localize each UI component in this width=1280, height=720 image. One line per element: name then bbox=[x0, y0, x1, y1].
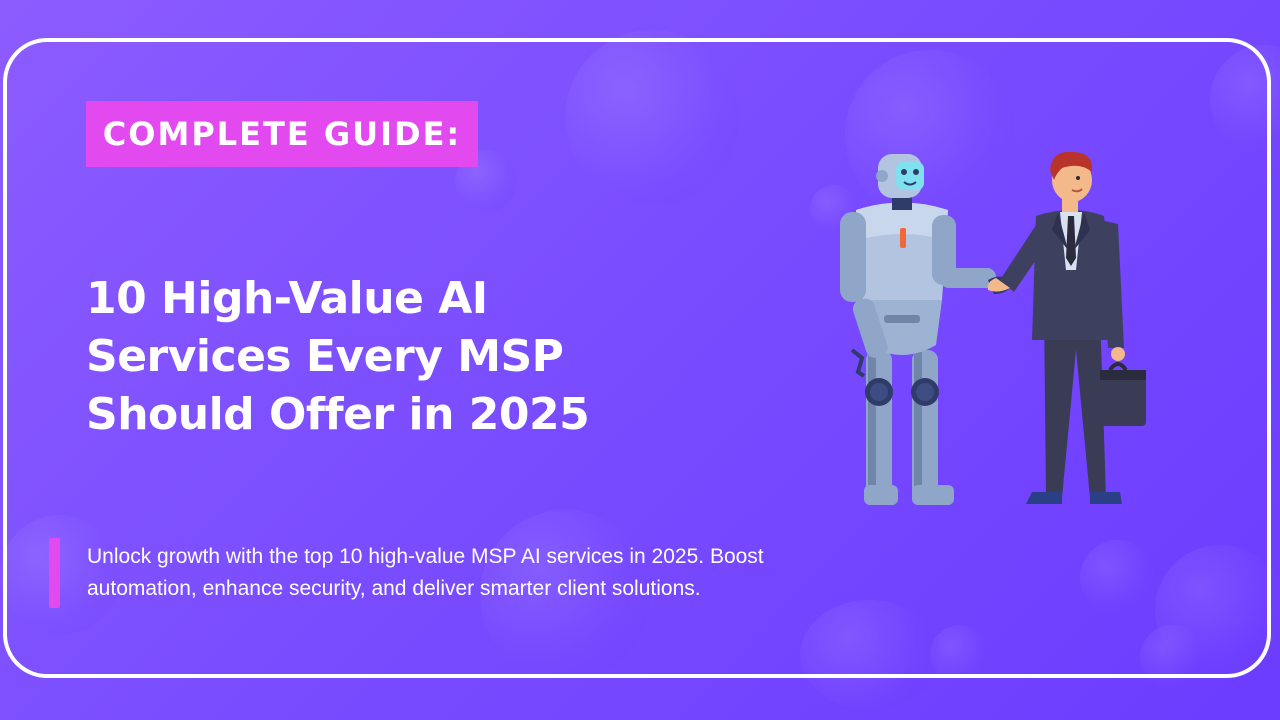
robot-businessman-handshake-illustration bbox=[840, 151, 1146, 505]
description: Unlock growth with the top 10 high-value… bbox=[87, 541, 967, 605]
title-line: Services Every MSP bbox=[86, 331, 564, 382]
background-bubble bbox=[845, 50, 1015, 220]
description-line: Unlock growth with the top 10 high-value… bbox=[87, 545, 764, 568]
title-line: 10 High-Value AI bbox=[86, 273, 488, 324]
page-title: 10 High-Value AI Services Every MSP Shou… bbox=[86, 270, 646, 444]
title-line: Should Offer in 2025 bbox=[86, 389, 590, 440]
background-bubble bbox=[800, 600, 940, 710]
description-accent-bar bbox=[49, 538, 60, 608]
background-bubble bbox=[480, 510, 650, 680]
robot-figure bbox=[840, 154, 1014, 505]
guide-tag: COMPLETE GUIDE: bbox=[86, 101, 478, 167]
background-bubble bbox=[565, 30, 740, 205]
background-bubble bbox=[1140, 625, 1205, 690]
background-bubble bbox=[1080, 540, 1155, 615]
businessman-figure bbox=[987, 151, 1146, 504]
background-bubble bbox=[0, 515, 120, 635]
description-line: automation, enhance security, and delive… bbox=[87, 577, 701, 600]
content-frame bbox=[3, 38, 1271, 678]
